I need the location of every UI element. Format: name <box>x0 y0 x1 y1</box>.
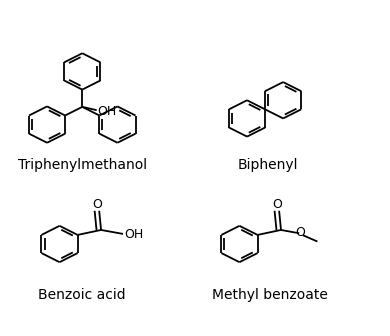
Text: O: O <box>272 198 282 211</box>
Text: Triphenylmethanol: Triphenylmethanol <box>18 158 147 172</box>
Text: OH: OH <box>98 105 117 118</box>
Text: Biphenyl: Biphenyl <box>238 158 298 172</box>
Text: Benzoic acid: Benzoic acid <box>39 288 126 302</box>
Text: O: O <box>295 226 305 239</box>
Text: O: O <box>92 198 102 211</box>
Text: Methyl benzoate: Methyl benzoate <box>212 288 328 302</box>
Text: OH: OH <box>124 228 144 241</box>
